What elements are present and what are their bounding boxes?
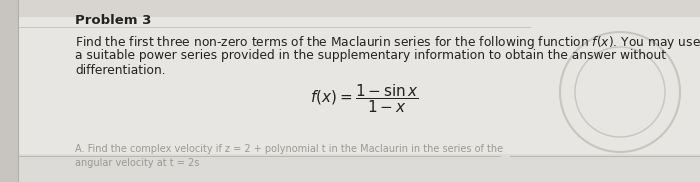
Text: Find the first three non-zero terms of the Maclaurin series for the following fu: Find the first three non-zero terms of t… <box>75 34 700 51</box>
Text: differentiation.: differentiation. <box>75 64 166 77</box>
Text: A. Find the complex velocity if z = 2 + polynomial t in the Maclaurin in the ser: A. Find the complex velocity if z = 2 + … <box>75 144 503 154</box>
Text: Problem 3: Problem 3 <box>75 14 151 27</box>
Text: $f(x) = \dfrac{1 - \sin x}{1 - x}$: $f(x) = \dfrac{1 - \sin x}{1 - x}$ <box>310 82 419 115</box>
Polygon shape <box>0 0 18 182</box>
FancyBboxPatch shape <box>18 17 700 172</box>
Text: a suitable power series provided in the supplementary information to obtain the : a suitable power series provided in the … <box>75 49 666 62</box>
Text: angular velocity at t = 2s: angular velocity at t = 2s <box>75 158 200 168</box>
Bar <box>18 154 700 182</box>
